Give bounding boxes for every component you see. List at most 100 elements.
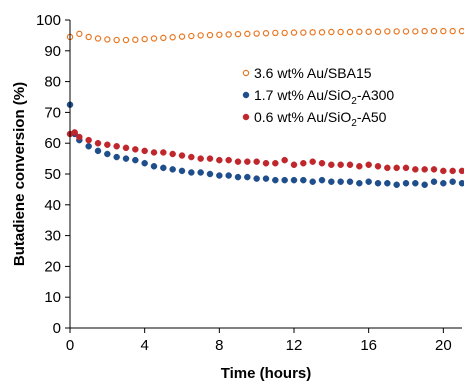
legend: 3.6 wt% Au/SBA15 1.7 wt% Au/SiO2-A3000.6 … xyxy=(243,65,394,129)
data-point xyxy=(319,160,325,166)
data-point xyxy=(440,180,446,186)
data-point xyxy=(422,182,428,188)
data-point xyxy=(95,148,101,154)
x-axis-title: Time (hours) xyxy=(221,365,312,382)
y-tick-label: 100 xyxy=(36,12,61,29)
data-point xyxy=(207,171,213,177)
data-point xyxy=(76,134,82,140)
data-point xyxy=(319,177,325,183)
data-point xyxy=(151,149,157,155)
data-point xyxy=(86,137,92,143)
data-point xyxy=(366,162,372,168)
data-point xyxy=(151,163,157,169)
data-point xyxy=(170,166,176,172)
x-tick-label: 20 xyxy=(435,337,452,354)
data-point xyxy=(394,182,400,188)
data-point xyxy=(123,156,129,162)
data-point xyxy=(114,154,120,160)
data-point xyxy=(403,180,409,186)
data-point xyxy=(338,179,344,185)
data-point xyxy=(347,179,353,185)
y-tick-label: 40 xyxy=(44,197,61,214)
data-point xyxy=(282,157,288,163)
data-point xyxy=(301,30,306,35)
data-point xyxy=(412,180,418,186)
data-point xyxy=(198,33,203,38)
data-point xyxy=(375,163,381,169)
legend-marker xyxy=(243,114,249,120)
data-point xyxy=(329,29,334,34)
data-point xyxy=(291,177,297,183)
data-point xyxy=(123,145,129,151)
data-point xyxy=(422,28,427,33)
data-point xyxy=(254,159,260,165)
data-point xyxy=(151,36,156,41)
data-point xyxy=(142,160,148,166)
data-point xyxy=(375,29,380,34)
data-point xyxy=(226,173,232,179)
data-point xyxy=(86,34,91,39)
data-point xyxy=(114,143,120,149)
legend-entry: 0.6 wt% Au/SiO2-A50 xyxy=(254,109,387,129)
data-point xyxy=(450,179,456,185)
data-point xyxy=(310,179,316,185)
x-tick-label: 8 xyxy=(215,337,223,354)
data-point xyxy=(207,32,212,37)
y-tick-label: 80 xyxy=(44,74,61,91)
data-point xyxy=(198,169,204,175)
legend-entry: 1.7 wt% Au/SiO2-A300 xyxy=(254,87,394,107)
data-point xyxy=(179,34,184,39)
data-point xyxy=(450,28,455,33)
data-point xyxy=(300,177,306,183)
data-point xyxy=(105,37,110,42)
data-point xyxy=(459,28,464,33)
y-tick-label: 60 xyxy=(44,135,61,152)
data-point xyxy=(412,166,418,172)
data-point xyxy=(142,36,147,41)
data-point xyxy=(77,31,82,36)
data-point xyxy=(254,176,260,182)
x-tick-label: 16 xyxy=(360,337,377,354)
data-point xyxy=(245,31,250,36)
data-point xyxy=(160,149,166,155)
data-point xyxy=(104,151,110,157)
data-point xyxy=(450,168,456,174)
data-point xyxy=(338,162,344,168)
x-tick-label: 12 xyxy=(286,337,303,354)
series-1 xyxy=(67,28,464,42)
data-point xyxy=(385,29,390,34)
data-point xyxy=(282,30,287,35)
y-tick-label: 20 xyxy=(44,258,61,275)
data-point xyxy=(384,180,390,186)
data-point xyxy=(179,153,185,159)
data-point xyxy=(273,30,278,35)
data-point xyxy=(459,180,464,186)
data-point xyxy=(179,168,185,174)
data-point xyxy=(188,169,194,175)
data-point xyxy=(347,162,353,168)
data-point xyxy=(300,160,306,166)
data-point xyxy=(104,142,110,148)
legend-marker xyxy=(243,70,248,75)
data-point xyxy=(328,162,334,168)
data-point xyxy=(356,163,362,169)
data-point xyxy=(254,31,259,36)
data-point xyxy=(170,35,175,40)
y-axis-title: Butadiene conversion (%) xyxy=(11,82,28,266)
data-point xyxy=(263,31,268,36)
data-point xyxy=(263,176,269,182)
data-point xyxy=(347,29,352,34)
y-tick-label: 70 xyxy=(44,104,61,121)
data-point xyxy=(441,28,446,33)
y-tick-label: 0 xyxy=(53,320,61,337)
data-point xyxy=(235,174,241,180)
data-point xyxy=(170,151,176,157)
data-point xyxy=(133,37,138,42)
data-point xyxy=(235,159,241,165)
data-point xyxy=(328,179,334,185)
data-point xyxy=(207,156,213,162)
data-point xyxy=(114,37,119,42)
y-tick-label: 30 xyxy=(44,228,61,245)
data-point xyxy=(291,30,296,35)
legend-marker xyxy=(243,92,249,98)
